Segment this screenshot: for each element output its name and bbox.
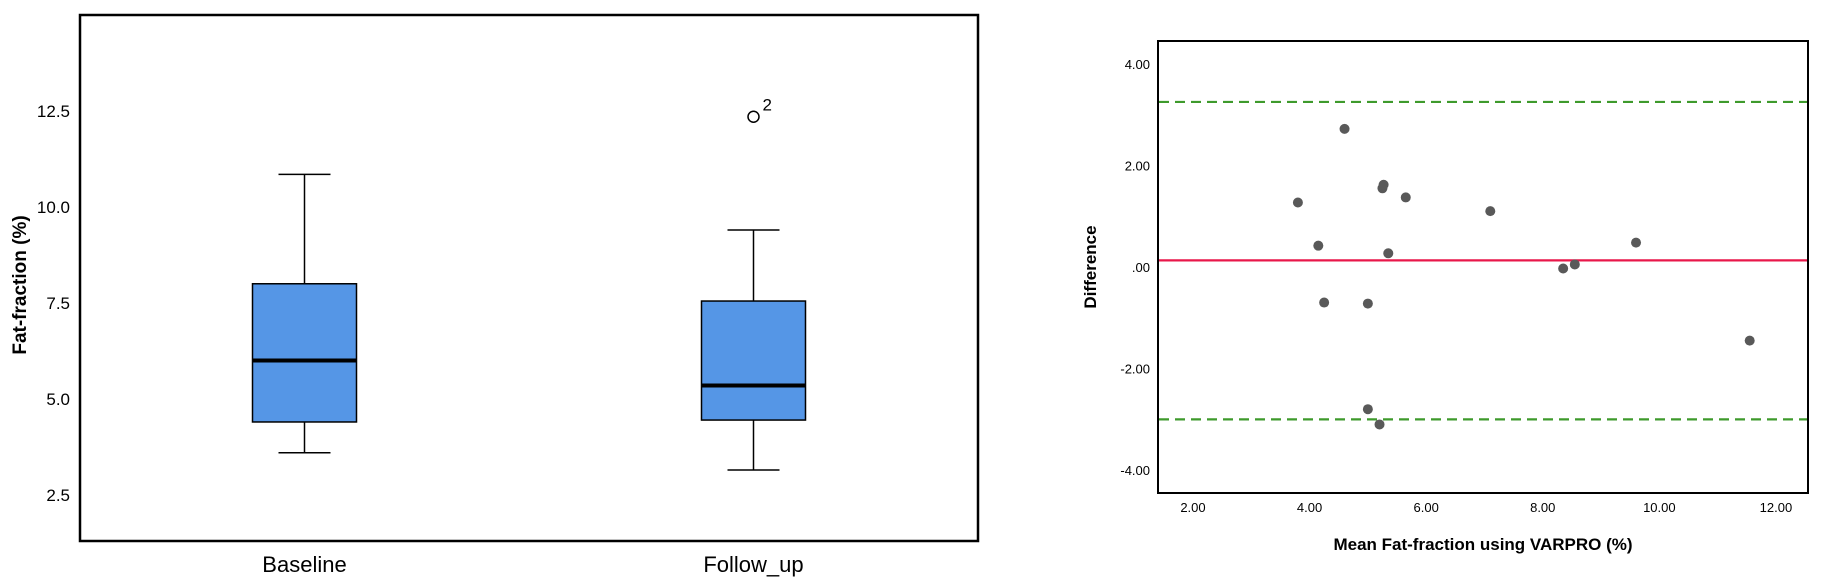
ba-data-point <box>1374 419 1385 430</box>
box-category-label: Baseline <box>262 552 346 577</box>
box-plot-panel: 2.5 5.0 7.5 10.0 12.5 2 Baseline Follow_up Fa… <box>10 13 980 577</box>
ba-x-tick-label: 10.00 <box>1643 500 1676 515</box>
box-iqr <box>700 300 807 421</box>
ba-data-point <box>1339 123 1350 134</box>
ba-y-axis-title: Difference <box>1081 225 1100 308</box>
box-y-tick-label: 2.5 <box>46 486 70 505</box>
box-outlier-label: 2 <box>763 96 772 115</box>
bland-altman-panel: -4.00 -2.00 .00 2.00 4.00 2.00 4.00 6.00 8.00 10… <box>1081 40 1809 554</box>
box-x-axis: Baseline Follow_up <box>262 552 803 577</box>
box-y-tick-label: 10.0 <box>37 198 70 217</box>
ba-y-tick-label: -2.00 <box>1120 362 1150 377</box>
ba-data-point <box>1362 404 1373 415</box>
ba-data-point <box>1744 335 1755 346</box>
ba-data-point <box>1292 197 1303 208</box>
ba-x-tick-label: 12.00 <box>1760 500 1793 515</box>
box-y-tick-label: 12.5 <box>37 102 70 121</box>
ba-reference-lines <box>1159 100 1807 421</box>
box-y-axis-title: Fat-fraction (%) <box>10 215 31 354</box>
ba-data-point <box>1400 192 1411 203</box>
ba-data-point <box>1362 298 1373 309</box>
ba-x-axis: 2.00 4.00 6.00 8.00 10.00 12.00 <box>1180 500 1792 515</box>
ba-x-tick-label: 2.00 <box>1180 500 1205 515</box>
box-y-tick-label: 5.0 <box>46 390 70 409</box>
bland-altman-frame <box>1157 40 1809 494</box>
ba-data-point <box>1485 206 1496 217</box>
ba-y-tick-label: .00 <box>1132 260 1150 275</box>
box-y-tick-label: 7.5 <box>46 294 70 313</box>
ba-data-point <box>1319 297 1330 308</box>
ba-x-tick-label: 6.00 <box>1414 500 1439 515</box>
ba-y-tick-label: 4.00 <box>1125 57 1150 72</box>
ba-y-tick-label: 2.00 <box>1125 158 1150 173</box>
box-iqr <box>251 283 358 423</box>
ba-y-axis: -4.00 -2.00 .00 2.00 4.00 <box>1120 57 1150 478</box>
box-marks: 2 <box>251 96 807 471</box>
ba-points <box>1292 123 1755 430</box>
ba-data-point <box>1558 263 1569 274</box>
ba-x-tick-label: 8.00 <box>1530 500 1555 515</box>
ba-data-point <box>1313 240 1324 251</box>
ba-data-point <box>1378 179 1389 190</box>
box-category-label: Follow_up <box>703 552 803 577</box>
box-outlier-point <box>747 110 760 123</box>
box-plot-frame <box>78 13 980 543</box>
box-y-axis: 2.5 5.0 7.5 10.0 12.5 <box>37 102 70 505</box>
ba-x-tick-label: 4.00 <box>1297 500 1322 515</box>
ba-data-point <box>1569 259 1580 270</box>
ba-data-point <box>1631 237 1642 248</box>
ba-x-axis-title: Mean Fat-fraction using VARPRO (%) <box>1333 535 1632 554</box>
ba-y-tick-label: -4.00 <box>1120 463 1150 478</box>
ba-data-point <box>1383 248 1394 259</box>
